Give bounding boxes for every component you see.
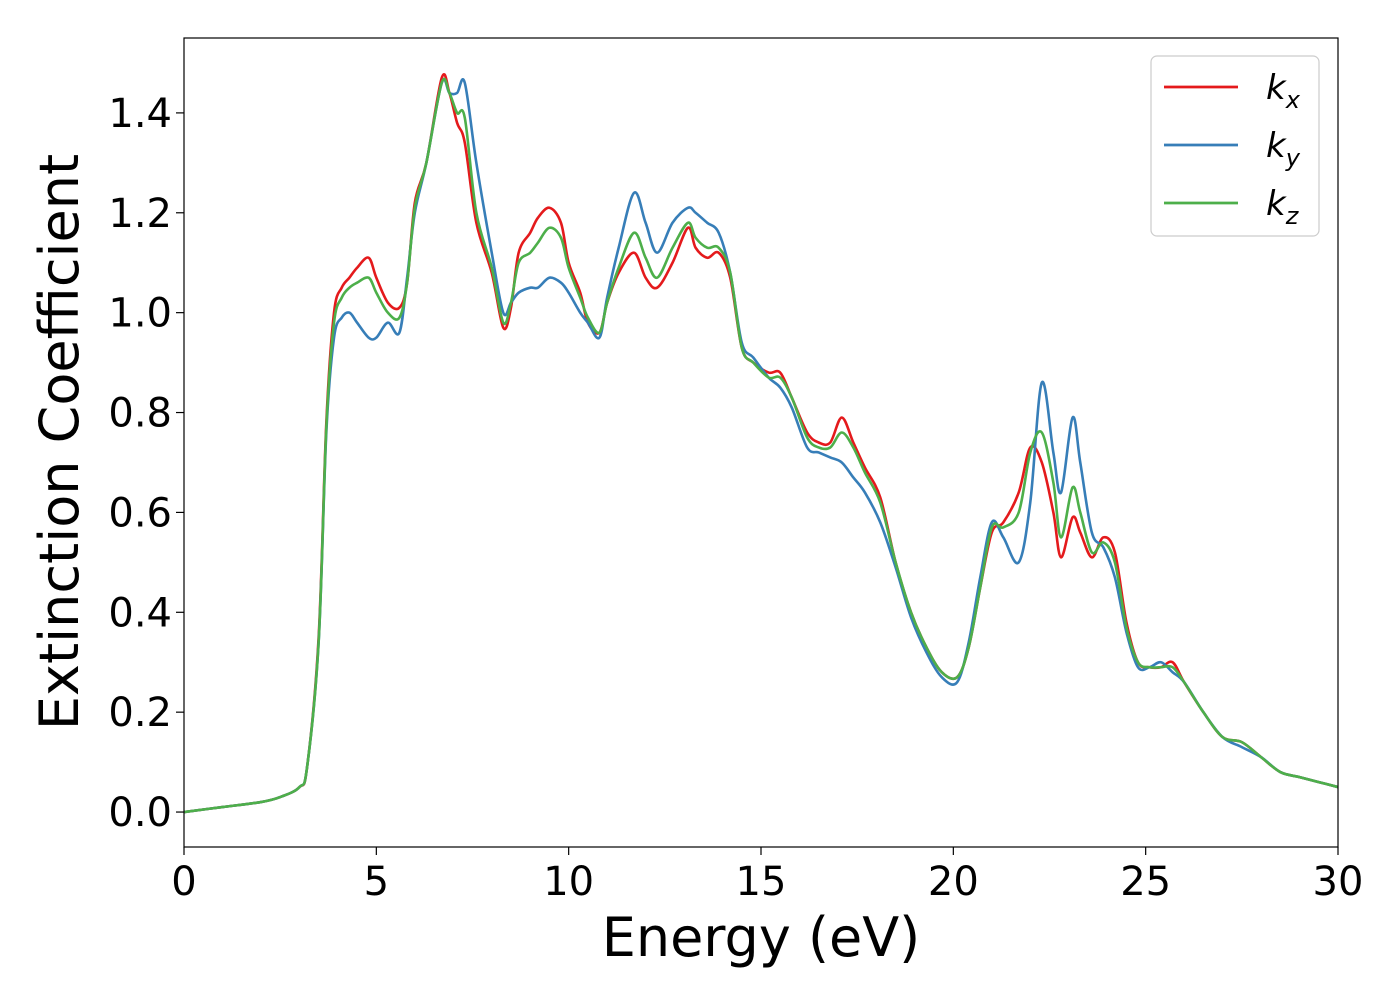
y-tick-label: 0.4 (108, 590, 172, 636)
y-tick-label: 0.8 (108, 391, 172, 437)
x-tick-label: 15 (736, 859, 787, 905)
series-line-kz (183, 77, 1339, 814)
y-tick-label: 1.0 (108, 291, 172, 337)
x-axis-title: Energy (eV) (602, 906, 921, 969)
y-axis-title: Extinction Coefficient (28, 154, 91, 730)
x-tick-label: 5 (364, 859, 389, 905)
y-tick-label: 1.4 (108, 91, 172, 137)
x-tick-label: 10 (543, 859, 594, 905)
x-tick-label: 0 (171, 859, 196, 905)
y-axis: 0.0 0.2 0.4 0.6 0.8 1.0 1.2 1.4 (108, 91, 184, 836)
series-line-ky (183, 78, 1339, 814)
x-tick-label: 20 (928, 859, 979, 905)
y-tick-label: 0.2 (108, 690, 172, 736)
x-tick-label: 30 (1313, 859, 1364, 905)
plot-lines (183, 73, 1339, 814)
y-tick-label: 1.2 (108, 191, 172, 237)
y-tick-label: 0.0 (108, 790, 172, 836)
y-tick-label: 0.6 (108, 490, 172, 536)
x-tick-label: 25 (1120, 859, 1171, 905)
x-axis: 0 5 10 15 20 25 30 (171, 847, 1363, 905)
